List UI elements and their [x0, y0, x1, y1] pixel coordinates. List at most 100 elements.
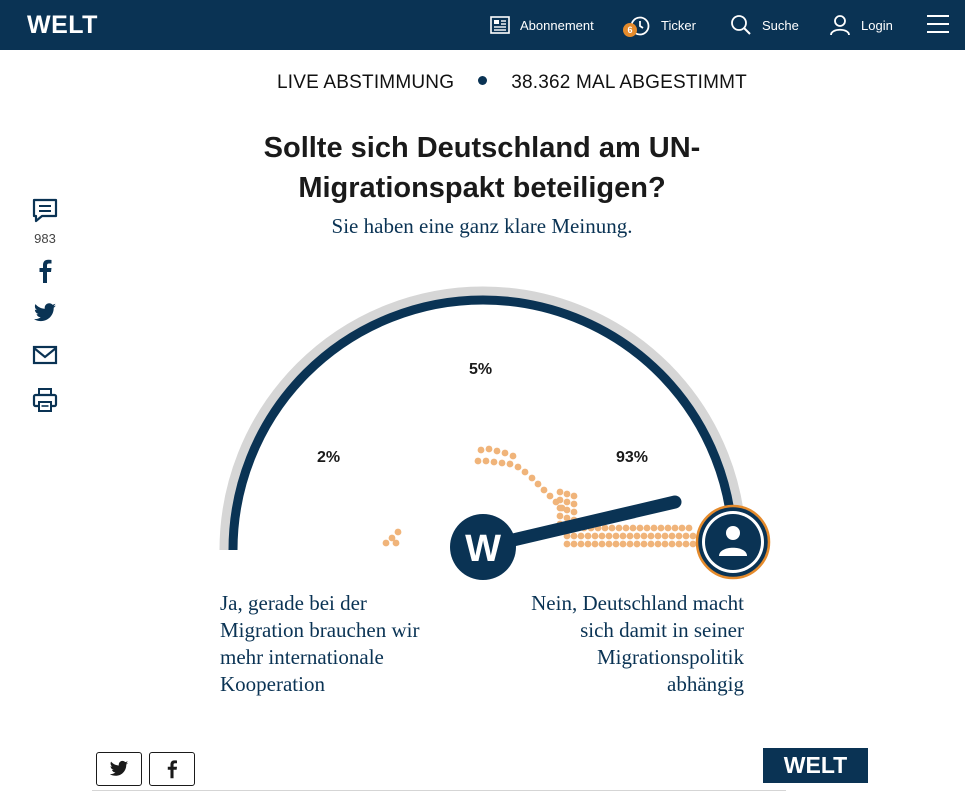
vote-dot — [474, 457, 482, 465]
gauge-track — [219, 286, 747, 551]
vote-dot — [661, 540, 669, 548]
footer-welt-logo[interactable]: WELT — [763, 748, 868, 783]
vote-dot — [570, 516, 578, 524]
vote-dot — [682, 532, 690, 540]
vote-dot — [558, 504, 566, 512]
vote-dot — [546, 492, 554, 500]
vote-dot — [388, 534, 396, 542]
nav-suche[interactable]: Suche — [730, 0, 799, 50]
user-icon — [830, 15, 850, 36]
user-vote-marker[interactable] — [695, 504, 771, 580]
answer-yes[interactable]: Ja, gerade bei der Migration brauchen wi… — [220, 591, 420, 696]
nav-login-label: Login — [861, 17, 893, 33]
vote-dot — [584, 532, 592, 540]
vote-dot — [626, 540, 634, 548]
vote-dot — [570, 540, 578, 548]
twitter-icon — [34, 303, 56, 322]
vote-dot — [608, 524, 616, 532]
mail-share-button[interactable] — [30, 344, 60, 371]
facebook-share-button[interactable] — [30, 258, 60, 289]
vote-dot — [556, 504, 564, 512]
vote-dot — [622, 524, 630, 532]
nav-ticker[interactable]: 6 Ticker — [623, 0, 696, 50]
print-button[interactable] — [30, 387, 60, 418]
vote-dot — [619, 532, 627, 540]
vote-dot — [675, 540, 683, 548]
vote-dot — [601, 524, 609, 532]
gauge-arc — [228, 295, 738, 551]
vote-dot — [501, 449, 509, 457]
vote-dot — [654, 532, 662, 540]
vote-dot — [577, 540, 585, 548]
vote-dot — [570, 508, 578, 516]
vote-dot — [570, 500, 578, 508]
vote-dot — [689, 532, 697, 540]
nav-login[interactable]: Login — [829, 0, 893, 50]
answer-no[interactable]: Nein, Deutschland macht sich damit in se… — [531, 591, 744, 696]
vote-dot — [647, 532, 655, 540]
vote-dot — [514, 463, 522, 471]
percent-right: 93% — [616, 449, 649, 466]
nav-abonnement[interactable]: Abonnement — [490, 0, 594, 50]
vote-dot — [682, 540, 690, 548]
vote-dot — [598, 540, 606, 548]
percent-left: 2% — [317, 449, 341, 466]
vote-dot — [678, 524, 686, 532]
vote-dot — [563, 540, 571, 548]
separator-dot — [478, 76, 488, 86]
vote-dot — [540, 486, 548, 494]
dial-logo-letter: W — [465, 528, 501, 570]
nav-ticker-label: Ticker — [661, 17, 696, 33]
vote-dot — [612, 540, 620, 548]
vote-dot — [556, 496, 564, 504]
vote-dot — [392, 539, 400, 547]
vote-dot — [587, 524, 595, 532]
vote-dot — [612, 532, 620, 540]
vote-info: LIVE ABSTIMMUNG 38.362 MAL ABGESTIMMT — [0, 72, 965, 94]
person-icon — [719, 526, 747, 556]
facebook-icon — [39, 259, 52, 283]
vote-dot — [689, 540, 697, 548]
vote-dot — [654, 540, 662, 548]
vote-dot — [556, 520, 564, 528]
footer-twitter-button[interactable] — [96, 752, 142, 786]
vote-dot — [668, 532, 676, 540]
vote-dot — [563, 522, 571, 530]
vote-dot — [598, 532, 606, 540]
footer-facebook-button[interactable] — [149, 752, 195, 786]
vote-dot — [594, 524, 602, 532]
footer-divider — [92, 790, 786, 791]
vote-dot — [647, 540, 655, 548]
vote-dot — [633, 540, 641, 548]
vote-dot — [563, 506, 571, 514]
vote-dot — [394, 528, 402, 536]
vote-dot — [640, 540, 648, 548]
vote-dot — [584, 540, 592, 548]
poll-question: Sollte sich Deutschland am UN-Migrations… — [263, 132, 701, 204]
twitter-share-button[interactable] — [30, 301, 60, 330]
vote-dot — [556, 488, 564, 496]
vote-dot — [619, 540, 627, 548]
site-header: WELT Abonnement 6 Ticker Suche — [0, 0, 965, 50]
comments-button[interactable]: 983 — [30, 198, 60, 246]
vote-dot — [650, 524, 658, 532]
share-rail: 983 — [30, 198, 60, 418]
newspaper-icon — [490, 16, 510, 34]
vote-dot — [629, 524, 637, 532]
nav-abonnement-label: Abonnement — [520, 17, 594, 33]
vote-dots — [382, 445, 697, 548]
vote-dot — [506, 460, 514, 468]
vote-dot — [556, 512, 564, 520]
vote-dot — [528, 474, 536, 482]
vote-dot — [643, 524, 651, 532]
vote-dot — [477, 446, 485, 454]
poll-subtitle: Sie haben eine ganz klare Meinung. — [331, 214, 633, 238]
gauge-needle — [476, 495, 682, 554]
vote-dot — [570, 532, 578, 540]
vote-count: 38.362 MAL ABGESTIMMT — [511, 72, 747, 93]
twitter-icon — [109, 760, 129, 776]
welt-logo[interactable]: WELT — [27, 11, 98, 39]
vote-dot — [498, 459, 506, 467]
vote-dot — [563, 490, 571, 498]
menu-icon[interactable] — [927, 15, 949, 33]
